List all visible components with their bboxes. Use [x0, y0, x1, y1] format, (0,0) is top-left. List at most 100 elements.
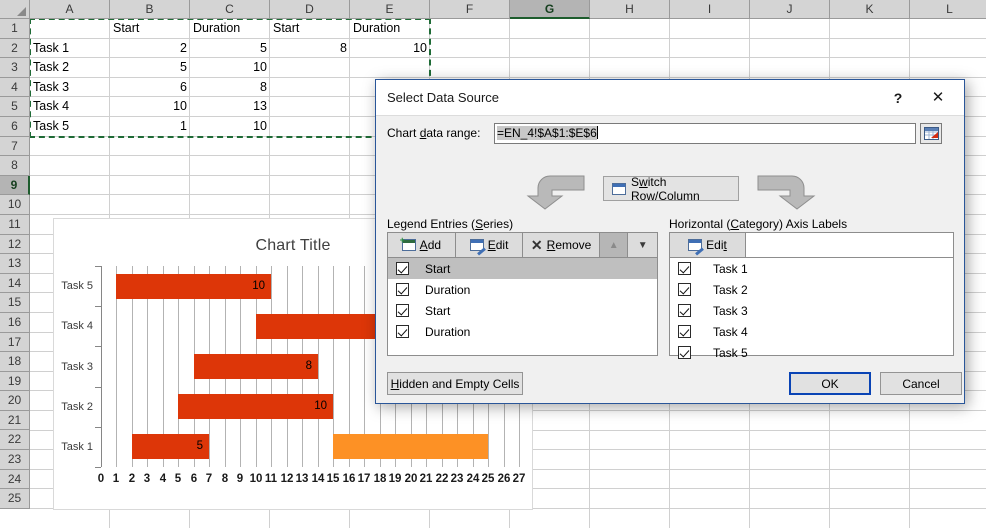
column-header-j[interactable]: J — [750, 0, 830, 19]
row-header-5[interactable]: 5 — [0, 97, 30, 117]
cell-b6[interactable]: 1 — [180, 119, 187, 133]
cell-e1[interactable]: Duration — [353, 21, 401, 35]
move-series-up-button[interactable]: ▲ — [599, 233, 629, 257]
cancel-button[interactable]: Cancel — [880, 372, 962, 395]
row-header-14[interactable]: 14 — [0, 273, 30, 294]
checkbox-checked-icon[interactable] — [678, 262, 691, 275]
row-header-1[interactable]: 1 — [0, 19, 30, 39]
switch-row-column-button[interactable]: Switch Row/Column — [603, 175, 739, 203]
series-list-item[interactable]: Duration — [388, 279, 657, 300]
hidden-and-empty-cells-button[interactable]: Hidden and Empty Cells — [387, 372, 523, 395]
row-header-6[interactable]: 6 — [0, 116, 30, 137]
cell-e2[interactable]: 10 — [413, 41, 427, 55]
cell-b1[interactable]: Start — [113, 21, 140, 35]
axis-labels-listbox[interactable]: Edit Task 1 Task 2 Task 3 Task 4 Task 5 — [669, 232, 954, 360]
row-header-25[interactable]: 25 — [0, 489, 30, 509]
cell-a3[interactable]: Task 2 — [33, 60, 70, 74]
close-icon[interactable]: ✕ — [931, 89, 945, 106]
checkbox-checked-icon[interactable] — [396, 262, 409, 275]
column-header-a[interactable]: A — [30, 0, 110, 19]
row-header-12[interactable]: 12 — [0, 234, 30, 255]
checkbox-checked-icon[interactable] — [396, 283, 409, 296]
cell-d1[interactable]: Start — [273, 21, 300, 35]
gantt-bar[interactable]: 10 — [178, 394, 333, 419]
row-header-20[interactable]: 20 — [0, 391, 30, 411]
cell-c3[interactable]: 10 — [253, 60, 267, 74]
row-header-15[interactable]: 15 — [0, 293, 30, 313]
series-list-item[interactable]: Start — [388, 258, 657, 279]
checkbox-checked-icon[interactable] — [678, 325, 691, 338]
row-header-18[interactable]: 18 — [0, 352, 30, 372]
row-header-21[interactable]: 21 — [0, 410, 30, 431]
cell-c1[interactable]: Duration — [193, 21, 241, 35]
cell-c2[interactable]: 5 — [260, 41, 267, 55]
ok-button[interactable]: OK — [789, 372, 871, 395]
axis-list-item[interactable]: Task 3 — [670, 300, 953, 321]
row-header-23[interactable]: 23 — [0, 450, 30, 470]
row-header-7[interactable]: 7 — [0, 136, 30, 157]
add-series-button[interactable]: + Add — [388, 233, 456, 257]
column-header-k[interactable]: K — [830, 0, 910, 19]
cell-c5[interactable]: 13 — [253, 99, 267, 113]
row-header-8[interactable]: 8 — [0, 156, 30, 176]
column-header-e[interactable]: E — [350, 0, 430, 19]
column-header-c[interactable]: C — [190, 0, 270, 19]
legend-entries-listbox[interactable]: + Add Edit ✕ Remove ▲ ▼ Start Durati — [387, 232, 658, 356]
checkbox-checked-icon[interactable] — [396, 304, 409, 317]
cell-b2[interactable]: 2 — [180, 41, 187, 55]
cell-d2[interactable]: 8 — [340, 41, 347, 55]
row-header-13[interactable]: 13 — [0, 254, 30, 274]
remove-series-button[interactable]: ✕ Remove — [523, 233, 600, 257]
chart-data-range-input[interactable]: =EN_4!$A$1:$E$6 — [494, 123, 916, 144]
checkbox-checked-icon[interactable] — [396, 325, 409, 338]
column-header-f[interactable]: F — [430, 0, 510, 19]
help-icon[interactable]: ? — [893, 90, 903, 106]
column-header-d[interactable]: D — [270, 0, 350, 19]
cell-c4[interactable]: 8 — [260, 80, 267, 94]
row-header-11[interactable]: 11 — [0, 214, 30, 235]
cell-b4[interactable]: 6 — [180, 80, 187, 94]
checkbox-checked-icon[interactable] — [678, 346, 691, 359]
row-header-2[interactable]: 2 — [0, 38, 30, 59]
cell-b3[interactable]: 5 — [180, 60, 187, 74]
cell-a6[interactable]: Task 5 — [33, 119, 70, 133]
gantt-bar[interactable]: 10 — [116, 274, 271, 299]
checkbox-checked-icon[interactable] — [678, 304, 691, 317]
row-header-3[interactable]: 3 — [0, 58, 30, 78]
series-list-item[interactable]: Duration — [388, 321, 657, 342]
row-header-9[interactable]: 9 — [0, 175, 30, 196]
axis-list-item[interactable]: Task 5 — [670, 342, 953, 363]
axis-list-item[interactable]: Task 1 — [670, 258, 953, 279]
row-header-16[interactable]: 16 — [0, 312, 30, 333]
cell-a4[interactable]: Task 3 — [33, 80, 70, 94]
column-header-i[interactable]: I — [670, 0, 750, 19]
column-header-h[interactable]: H — [590, 0, 670, 19]
edit-axis-labels-button[interactable]: Edit — [670, 233, 746, 257]
column-header-g[interactable]: G — [510, 0, 590, 19]
row-header-22[interactable]: 22 — [0, 430, 30, 451]
row-header-17[interactable]: 17 — [0, 332, 30, 353]
axis-list-item[interactable]: Task 2 — [670, 279, 953, 300]
column-header-l[interactable]: L — [910, 0, 986, 19]
column-header-b[interactable]: B — [110, 0, 190, 19]
axis-list-item[interactable]: Task 4 — [670, 321, 953, 342]
gantt-bar[interactable] — [333, 434, 488, 459]
edit-series-button[interactable]: Edit — [455, 233, 524, 257]
cell-a5[interactable]: Task 4 — [33, 99, 70, 113]
select-data-source-dialog[interactable]: Select Data Source ? ✕ Chart data range:… — [375, 79, 965, 404]
cell-a2[interactable]: Task 1 — [33, 41, 70, 55]
collapse-dialog-icon[interactable] — [920, 123, 942, 144]
row-header-4[interactable]: 4 — [0, 77, 30, 98]
row-header-19[interactable]: 19 — [0, 371, 30, 392]
cell-b5[interactable]: 10 — [173, 99, 187, 113]
row-header-24[interactable]: 24 — [0, 469, 30, 490]
series-list-item[interactable]: Start — [388, 300, 657, 321]
chart-gridline — [147, 266, 148, 467]
checkbox-checked-icon[interactable] — [678, 283, 691, 296]
row-header-10[interactable]: 10 — [0, 195, 30, 215]
cell-c6[interactable]: 10 — [253, 119, 267, 133]
gantt-bar[interactable]: 8 — [194, 354, 318, 379]
gantt-bar[interactable]: 5 — [132, 434, 209, 459]
select-all-corner[interactable] — [0, 0, 30, 19]
move-series-down-button[interactable]: ▼ — [628, 233, 657, 257]
